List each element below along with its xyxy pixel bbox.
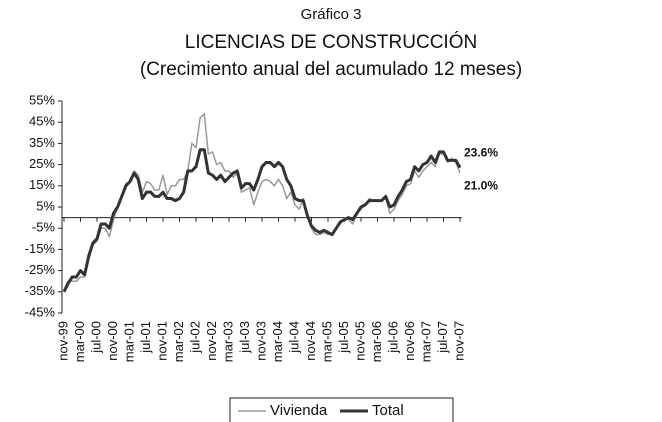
x-tick-label: nov-02 [204, 321, 219, 361]
x-tick-label: jul-00 [88, 321, 103, 354]
y-tick-label: 25% [29, 156, 55, 171]
legend-label: Vivienda [270, 402, 328, 419]
end-label: 21.0% [464, 178, 498, 192]
x-tick-label: jul-05 [336, 321, 351, 354]
x-tick-label: jul-03 [237, 321, 252, 354]
y-tick-label: 35% [29, 135, 55, 150]
x-tick-label: jul-01 [138, 321, 153, 354]
y-tick-label: -35% [25, 283, 56, 298]
y-tick-label: -45% [25, 304, 56, 319]
chart-caption: (Crecimiento anual del acumulado 12 mese… [140, 59, 522, 80]
x-tick-label: jul-06 [385, 321, 400, 354]
chart-title: LICENCIAS DE CONSTRUCCIÓN [185, 31, 477, 53]
x-tick-label: jul-04 [286, 321, 301, 354]
x-tick-label: nov-01 [154, 321, 169, 361]
x-tick-label: jul-02 [187, 321, 202, 354]
x-tick-label: mar-06 [369, 321, 384, 362]
x-tick-label: nov-99 [55, 321, 70, 361]
x-tick-label: nov-04 [303, 321, 318, 361]
x-tick-label: jul-07 [435, 321, 450, 354]
x-tick-label: nov-07 [451, 321, 466, 361]
y-tick-label: 45% [29, 114, 55, 129]
x-tick-label: mar-03 [220, 321, 235, 362]
y-tick-label: 15% [29, 177, 55, 192]
x-tick-label: nov-00 [105, 321, 120, 361]
y-tick-label: -25% [25, 262, 56, 277]
x-tick-label: nov-06 [402, 321, 417, 361]
x-tick-label: nov-03 [253, 321, 268, 361]
line-series [62, 148, 462, 293]
y-tick-label: -15% [25, 241, 56, 256]
legend-label: Total [372, 402, 404, 419]
x-tick-label: mar-01 [121, 321, 136, 362]
chart-subtitle: Gráfico 3 [301, 6, 362, 23]
y-tick-label: -5% [32, 220, 56, 235]
x-tick-label: mar-04 [270, 321, 285, 362]
line-series [63, 112, 461, 291]
x-tick-label: mar-00 [72, 321, 87, 362]
y-tick-label: 5% [36, 198, 55, 213]
x-tick-label: mar-05 [319, 321, 334, 362]
end-label: 23.6% [464, 146, 498, 160]
x-tick-label: mar-02 [171, 321, 186, 362]
y-tick-label: 55% [29, 92, 55, 107]
x-tick-label: mar-07 [418, 321, 433, 362]
x-tick-label: nov-05 [352, 321, 367, 361]
